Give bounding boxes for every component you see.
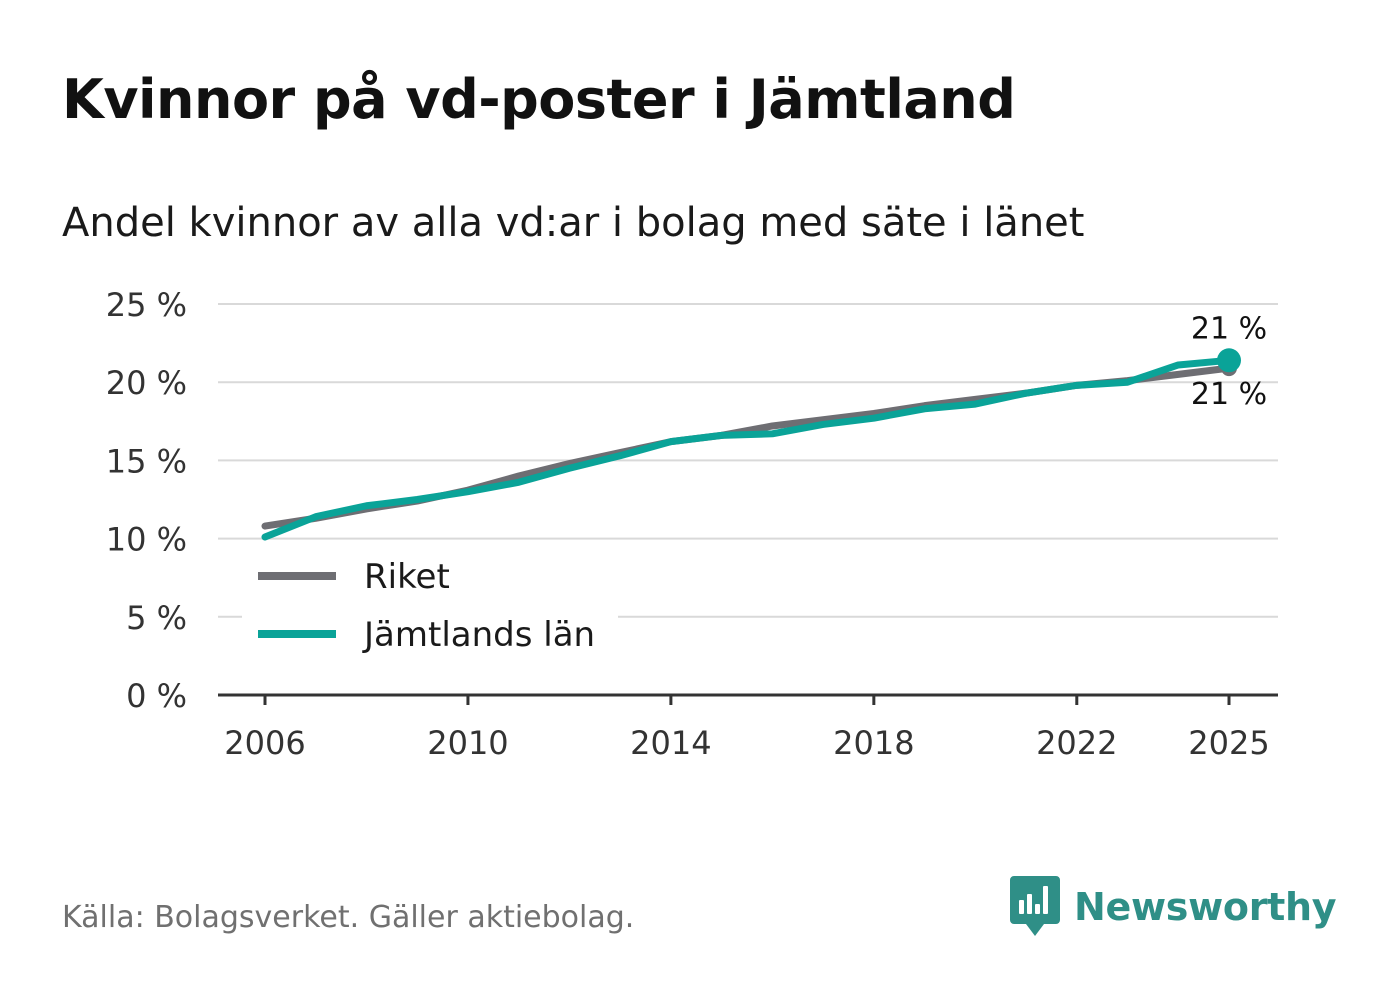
brand-name: Newsworthy [1074, 885, 1337, 929]
x-tick-label: 2010 [427, 724, 508, 762]
end-label-jamtland: 21 % [1191, 311, 1267, 346]
x-tick-label: 2018 [833, 724, 914, 762]
end-label-riket: 21 % [1191, 377, 1267, 412]
chart-subtitle: Andel kvinnor av alla vd:ar i bolag med … [62, 200, 1085, 246]
end-labels: 21 % 21 % [1191, 311, 1267, 412]
y-tick-label: 5 % [126, 599, 187, 637]
legend-label: Jämtlands län [362, 615, 595, 655]
source-note: Källa: Bolagsverket. Gäller aktiebolag. [62, 900, 635, 935]
x-tick-label: 2006 [224, 724, 305, 762]
legend: Riket Jämtlands län [242, 550, 618, 665]
series-layer [261, 348, 1241, 541]
legend-background [242, 550, 618, 665]
x-tick-label: 2022 [1036, 724, 1117, 762]
y-tick-label: 20 % [106, 364, 187, 402]
x-tick-label: 2025 [1188, 724, 1269, 762]
brand-logo: Newsworthy [1010, 876, 1337, 938]
newsworthy-logo-icon [1010, 876, 1060, 936]
y-tick-label: 0 % [126, 677, 187, 715]
y-tick-label: 10 % [106, 521, 187, 559]
x-tick-label: 2014 [630, 724, 711, 762]
y-axis-ticks: 0 % 5 % 10 % 15 % 20 % 25 % [106, 286, 187, 715]
x-axis-ticks: 2006 2010 2014 2018 2022 2025 [218, 693, 1278, 762]
y-tick-label: 15 % [106, 442, 187, 480]
series-endpoint-jamtland [1217, 348, 1241, 373]
y-tick-label: 25 % [106, 286, 187, 324]
chart-title: Kvinnor på vd-poster i Jämtland [62, 68, 1016, 131]
series-line-jamtland [261, 356, 1233, 541]
legend-label: Riket [364, 557, 450, 597]
